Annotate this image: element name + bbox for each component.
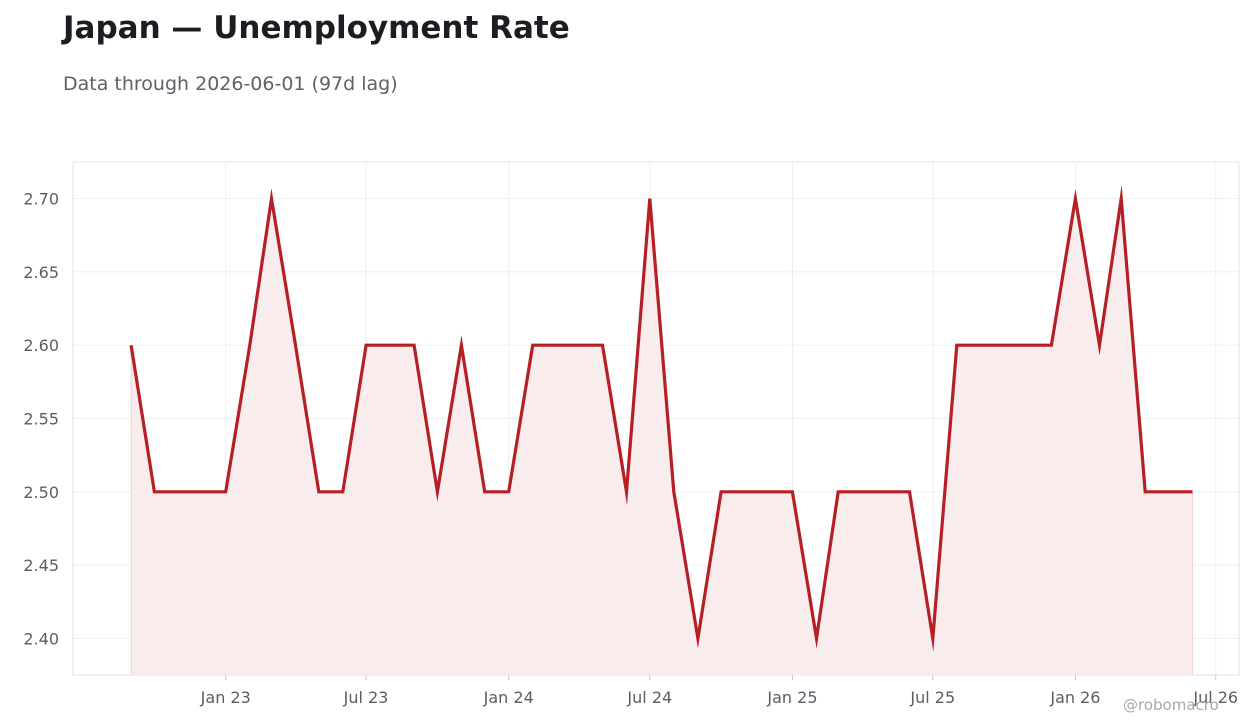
x-tick-label: Jan 26 <box>1049 688 1100 707</box>
x-tick-label: Jul 26 <box>1192 688 1238 707</box>
y-tick-label: 2.55 <box>23 410 59 429</box>
x-tick-label: Jul 23 <box>343 688 389 707</box>
series-area-fill <box>131 198 1193 675</box>
chart-title: Japan — Unemployment Rate <box>63 10 570 46</box>
x-tick-label: Jul 24 <box>626 688 672 707</box>
x-tick-label: Jan 25 <box>766 688 817 707</box>
y-tick-label: 2.50 <box>23 483 59 502</box>
x-tick-label: Jan 24 <box>483 688 534 707</box>
y-tick-label: 2.40 <box>23 629 59 648</box>
x-tick-label: Jan 23 <box>200 688 251 707</box>
watermark: @robomacro <box>1123 696 1219 714</box>
y-tick-label: 2.60 <box>23 336 59 355</box>
y-tick-label: 2.65 <box>23 263 59 282</box>
y-tick-label: 2.45 <box>23 556 59 575</box>
chart-subtitle: Data through 2026-06-01 (97d lag) <box>63 73 398 95</box>
y-tick-label: 2.70 <box>23 190 59 209</box>
series-line <box>129 184 1193 652</box>
x-tick-label: Jul 25 <box>909 688 955 707</box>
